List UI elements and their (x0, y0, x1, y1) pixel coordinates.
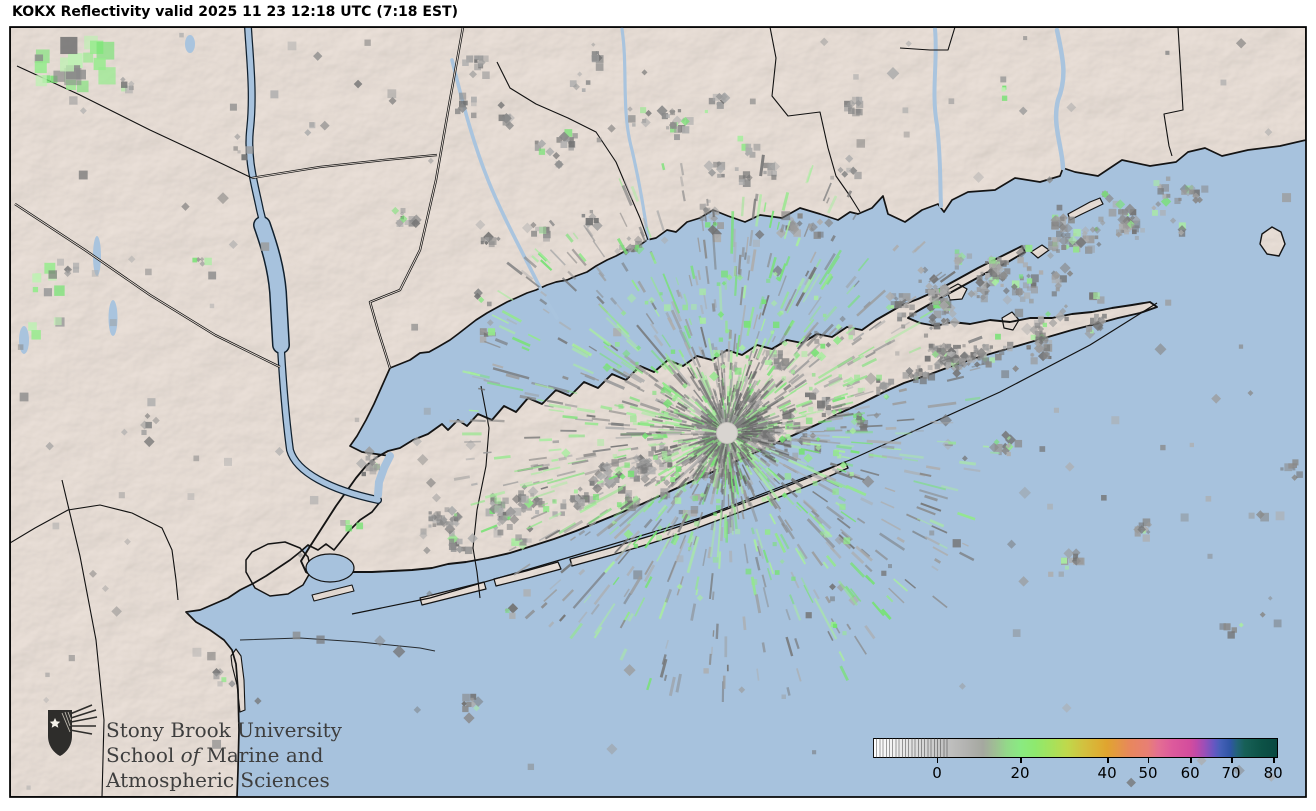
colorbar-tick (1190, 758, 1192, 763)
colorbar-tick (936, 758, 939, 763)
radar-site-marker (716, 422, 738, 444)
marine-boundaries (239, 302, 1158, 652)
colorbar-tick-label: 0 (932, 764, 942, 782)
map-border (9, 26, 1307, 798)
rivers (19, 27, 1066, 504)
colorbar-tick-label: 80 (1263, 764, 1283, 782)
reflectivity-colorbar: 0 20 40 50 60 70 80 (873, 738, 1283, 786)
colorbar-tick (1147, 758, 1150, 763)
jamaica-bay (305, 553, 355, 583)
county-borders (10, 27, 1184, 797)
colorbar-tick-label: 20 (1010, 764, 1030, 782)
colorbar-tick (1107, 758, 1109, 763)
colorbar-tick-label: 40 (1097, 764, 1117, 782)
colorbar-tick-label: 50 (1138, 764, 1158, 782)
colorbar-tick (1273, 758, 1275, 763)
figure-title: KOKX Reflectivity valid 2025 11 23 12:18… (12, 4, 459, 20)
branding-line2: School of Marine and (106, 743, 324, 767)
colorbar-gradient (873, 738, 1278, 758)
radar-echoes (17, 32, 1303, 790)
colorbar-tick (1231, 758, 1233, 763)
colorbar-tick (1020, 758, 1022, 763)
branding-text: Stony Brook University School of Marine … (106, 718, 342, 793)
branding-line3: Atmospheric Sciences (106, 768, 330, 792)
colorbar-hatch-region (873, 738, 948, 758)
branding-logo: Stony Brook University School of Marine … (40, 704, 342, 793)
stony-brook-shield-icon (48, 704, 98, 756)
colorbar-tick-label: 60 (1180, 764, 1200, 782)
colorbar-tick-label: 70 (1221, 764, 1241, 782)
branding-line1: Stony Brook University (106, 718, 342, 742)
